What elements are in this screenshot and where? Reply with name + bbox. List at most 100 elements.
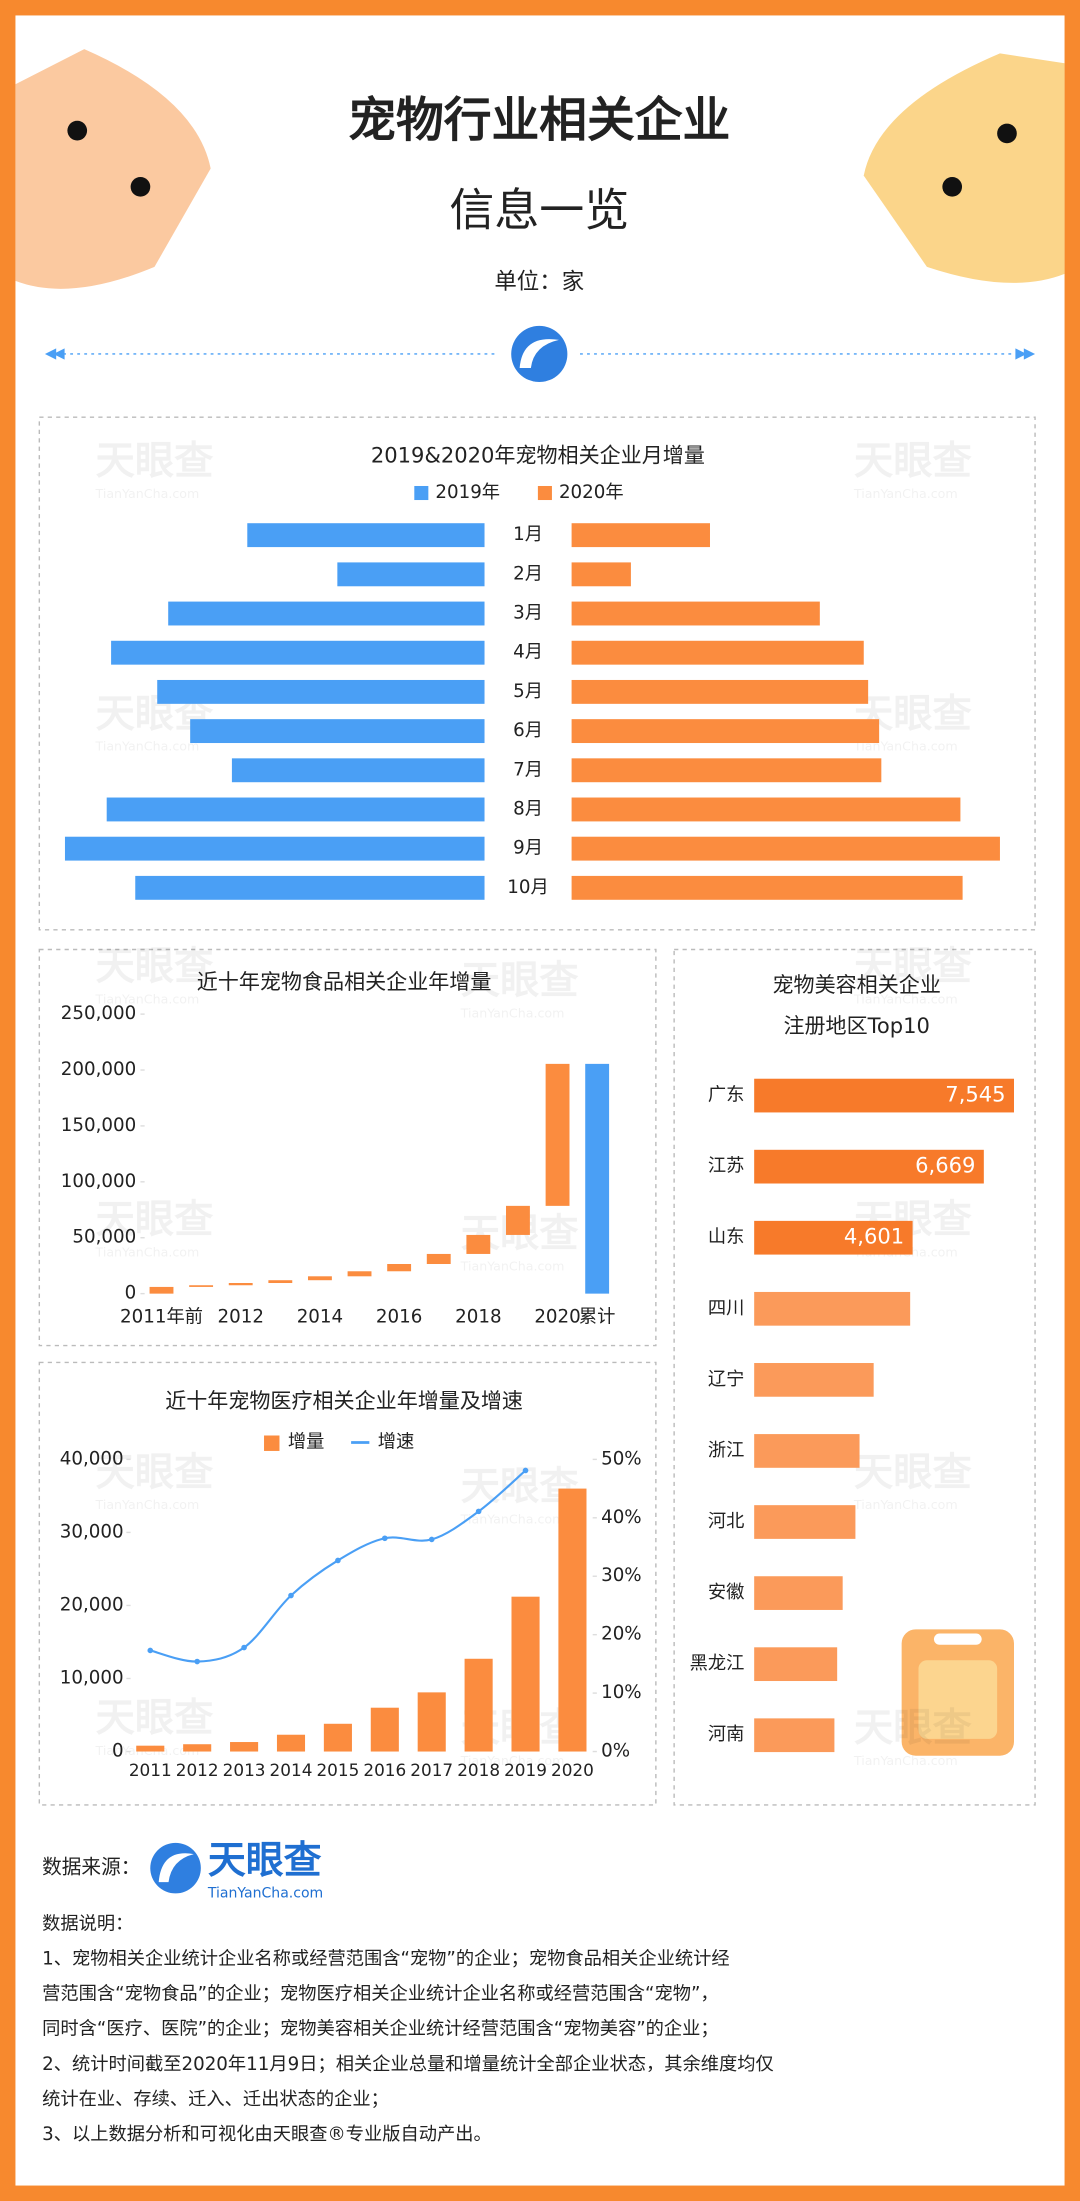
bar <box>754 1576 843 1610</box>
bar <box>135 875 485 900</box>
bar <box>464 1658 493 1752</box>
category-label: 广东 <box>708 1085 744 1106</box>
cat-left <box>15 49 211 289</box>
watermark-site: TianYanCha.com <box>95 739 200 754</box>
bar <box>337 562 485 587</box>
y-tick-label: 30,000 <box>60 1521 124 1542</box>
y2-tick-label: 40% <box>601 1507 642 1528</box>
x-tick-label: 2012 <box>176 1760 219 1780</box>
bar <box>136 1745 165 1752</box>
chart-title: 宠物美容相关企业 <box>773 972 941 997</box>
watermark: 天眼查 <box>854 439 973 484</box>
category-label: 6月 <box>513 720 543 741</box>
legend-swatch <box>414 485 429 501</box>
bar <box>754 1149 984 1184</box>
bar <box>387 1264 412 1272</box>
category-label: 河北 <box>708 1511 744 1532</box>
bar <box>571 797 961 822</box>
note-line: 统计在业、存续、迁入、迁出状态的企业； <box>42 2089 389 2110</box>
line-point <box>522 1467 529 1474</box>
watermark-site: TianYanCha.com <box>95 486 200 501</box>
category-label: 5月 <box>513 681 543 702</box>
category-label: 4月 <box>513 642 543 663</box>
line-point <box>428 1536 435 1543</box>
category-label: 7月 <box>513 759 543 780</box>
y-tick-label: 200,000 <box>61 1059 136 1080</box>
x-tick-label: 2011 <box>129 1760 172 1780</box>
watermark-site: TianYanCha.com <box>460 1753 565 1768</box>
category-label: 山东 <box>708 1227 744 1248</box>
watermark-site: TianYanCha.com <box>853 1753 958 1768</box>
x-tick-label: 2016 <box>363 1760 406 1780</box>
chart-title: 2019&2020年宠物相关企业月增量 <box>371 442 705 467</box>
legend-label: 增量 <box>288 1432 324 1453</box>
y-tick-label: 10,000 <box>60 1667 124 1688</box>
bar <box>571 719 880 744</box>
value-label: 7,545 <box>945 1082 1005 1107</box>
bar <box>466 1234 491 1254</box>
bar <box>276 1734 306 1752</box>
bar <box>247 523 485 548</box>
y-tick-label: 150,000 <box>61 1115 136 1136</box>
watermark-site: TianYanCha.com <box>95 1244 200 1259</box>
category-label: 3月 <box>513 603 543 624</box>
category-label: 黑龙江 <box>690 1653 745 1674</box>
watermark: 天眼查 <box>854 1450 973 1495</box>
watermark: 天眼查 <box>461 959 580 1004</box>
note-line: 营范围含“宠物食品”的企业；宠物医疗相关企业统计企业名称或经营范围含“宠物”， <box>42 1984 719 2005</box>
watermark-site: TianYanCha.com <box>853 1497 958 1512</box>
bar <box>149 1286 174 1294</box>
notes: 1、宠物相关企业统计企业名称或经营范围含“宠物”的企业；宠物食品相关企业统计经营… <box>42 1948 774 2145</box>
bar <box>511 1596 540 1752</box>
legend-swatch <box>537 485 552 501</box>
watermark-site: TianYanCha.com <box>95 992 200 1007</box>
watermark: 天眼查 <box>96 1696 215 1741</box>
bar <box>571 679 869 704</box>
bar <box>754 1434 860 1468</box>
legend-label: 增速 <box>378 1432 414 1453</box>
brand: 天眼查 <box>208 1838 322 1882</box>
category-label: 江苏 <box>708 1156 744 1177</box>
x-tick-label: 2017 <box>410 1760 453 1780</box>
watermark-site: TianYanCha.com <box>460 1258 565 1273</box>
y-tick-label: 0 <box>125 1283 137 1304</box>
bar <box>228 1283 253 1286</box>
watermark-site: TianYanCha.com <box>460 1006 565 1021</box>
x-tick-label: 2013 <box>223 1760 266 1780</box>
x-tick-label: 累计 <box>579 1307 615 1328</box>
x-tick-label: 2019 <box>504 1760 547 1780</box>
source-label: 数据来源： <box>42 1856 140 1879</box>
bar <box>168 601 485 626</box>
bar <box>754 1647 838 1682</box>
y2-tick-label: 50% <box>601 1448 642 1469</box>
bar <box>106 797 485 822</box>
bar <box>64 836 485 861</box>
bar <box>754 1363 874 1397</box>
arrow <box>1015 348 1036 360</box>
y-tick-label: 50,000 <box>72 1227 136 1248</box>
bar <box>571 836 1000 861</box>
brand-logo-swoosh <box>158 1853 194 1883</box>
bar <box>558 1488 587 1752</box>
cat-eye <box>130 176 151 197</box>
y2-tick-label: 0% <box>601 1741 630 1762</box>
category-label: 辽宁 <box>708 1369 744 1390</box>
value-label: 6,669 <box>915 1153 975 1178</box>
bar <box>231 758 485 783</box>
bar <box>506 1205 530 1235</box>
watermark-site: TianYanCha.com <box>95 1497 200 1512</box>
category-label: 8月 <box>513 798 543 819</box>
chart-title: 近十年宠物食品相关企业年增量 <box>197 969 492 994</box>
subtitle: 信息一览 <box>449 183 629 236</box>
legend-label: 2020年 <box>559 482 624 503</box>
bar <box>585 1063 610 1294</box>
brand-logo <box>150 1842 201 1894</box>
category-label: 河南 <box>708 1724 744 1745</box>
bar <box>230 1742 259 1752</box>
watermark: 天眼查 <box>96 1450 215 1495</box>
y-tick-label: 20,000 <box>60 1594 124 1615</box>
bar <box>571 640 864 665</box>
line-point <box>147 1647 154 1654</box>
watermarks: 天眼查 TianYanCha.com 天眼查 TianYanCha.com 天眼查 Tia… <box>95 439 973 1768</box>
